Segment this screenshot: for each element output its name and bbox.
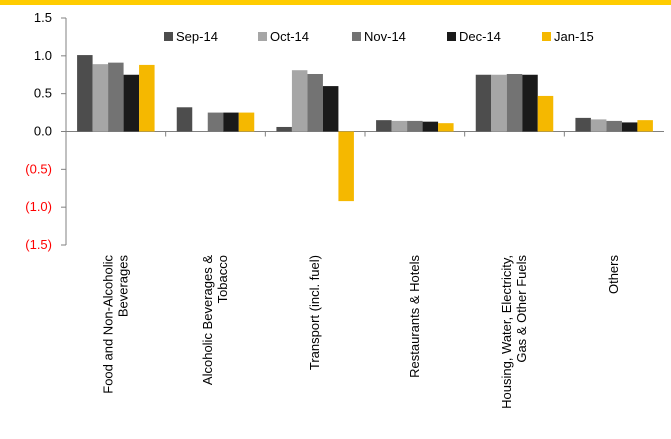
bar-sep-14-2 [276,126,292,132]
y-tick-label: (1.0) [25,199,52,214]
bar-sep-14-4 [475,74,492,132]
legend-label: Jan-15 [554,29,594,44]
legend-swatch [258,32,267,41]
bar-dec-14-1 [223,112,239,132]
y-tick-labels: 1.5 1.0 0.5 0.0 (0.5) (1.0) (1.5) [25,10,52,252]
legend-swatch [542,32,551,41]
bar-jan-15-5 [637,120,653,132]
category-label: Alcoholic Beverages & Tobacco [200,255,230,385]
bar-jan-15-4 [537,95,554,132]
legend-swatch [352,32,361,41]
bar-oct-14-3 [391,120,408,132]
legend-swatch [447,32,456,41]
y-tick-label: 0.5 [34,86,52,101]
bars [77,55,653,202]
bar-sep-14-1 [176,107,193,132]
bar-oct-14-0 [92,64,109,132]
category-label-line: Food and Non-Alcoholic [100,255,115,394]
bar-sep-14-5 [575,117,591,132]
bar-dec-14-3 [422,121,439,132]
category-label-line: Housing, Water, Electricity, [499,255,514,409]
bar-dec-14-2 [322,86,339,132]
category-label-line: Restaurants & Hotels [407,255,422,378]
category-label-line: Tobacco [215,255,230,303]
bar-jan-15-2 [338,131,354,202]
bar-oct-14-5 [590,119,607,132]
bar-oct-14-2 [291,70,308,132]
category-label-line: Gas & Other Fuels [514,255,529,363]
y-tick-label: 1.0 [34,48,52,63]
category-label-line: Beverages [115,255,130,318]
legend-label: Dec-14 [459,29,501,44]
bar-oct-14-4 [491,74,507,132]
bar-dec-14-0 [123,74,140,132]
bar-dec-14-4 [522,74,538,132]
y-tick-label: 1.5 [34,10,52,25]
legend-swatch [164,32,173,41]
category-label-line: Alcoholic Beverages & [200,255,215,385]
category-label: Transport (incl. fuel) [307,255,322,370]
legend-label: Nov-14 [364,29,406,44]
category-label-line: Transport (incl. fuel) [307,255,322,370]
category-label: Others [606,255,621,295]
bar-nov-14-0 [108,62,124,132]
top-accent-bar [0,0,671,5]
bar-nov-14-3 [407,120,423,132]
category-label: Food and Non-Alcoholic Beverages [100,255,130,394]
x-tick-labels: Food and Non-Alcoholic Beverages Alcoholic… [100,255,621,409]
category-label: Restaurants & Hotels [407,255,422,378]
bar-jan-15-1 [238,112,255,132]
y-tick-label: (0.5) [25,161,52,176]
legend: Sep-14 Oct-14 Nov-14 Dec-14 Jan-15 [164,29,594,44]
bar-dec-14-5 [621,122,638,132]
bar-sep-14-3 [376,120,392,132]
bar-sep-14-0 [77,55,93,132]
category-label: Housing, Water, Electricity, Gas & Other … [499,255,529,409]
bar-nov-14-4 [506,73,523,132]
bar-nov-14-5 [606,120,622,132]
bar-jan-15-0 [139,64,155,132]
axes [61,17,664,246]
category-label-line: Others [606,255,621,295]
y-tick-label: 0.0 [34,124,52,139]
y-tick-label: (1.5) [25,237,52,252]
bar-jan-15-3 [438,123,454,132]
legend-label: Oct-14 [270,29,309,44]
bar-nov-14-1 [207,112,224,132]
legend-label: Sep-14 [176,29,218,44]
bar-nov-14-2 [307,73,323,132]
